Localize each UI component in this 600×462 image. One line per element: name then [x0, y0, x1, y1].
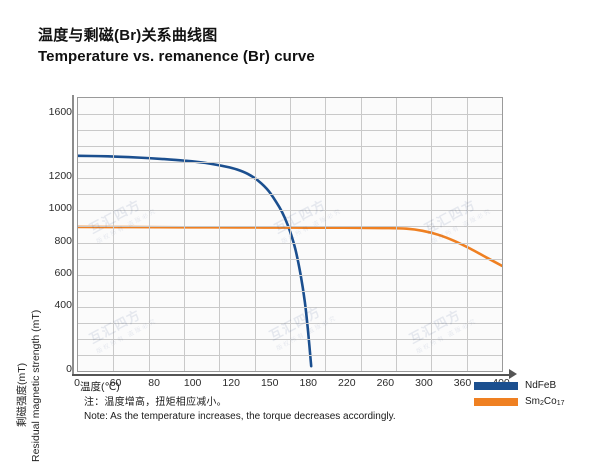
y-tick-label: 800 [54, 234, 72, 247]
chart-legend: NdFeB Sm2Co17 [474, 379, 565, 411]
legend-swatch-icon [474, 381, 518, 390]
gridline-horizontal [78, 242, 502, 244]
gridline-vertical [290, 98, 291, 371]
legend-swatch-icon [474, 397, 518, 406]
x-tick-label: 220 [338, 377, 356, 389]
gridline-vertical [254, 98, 256, 371]
y-axis-line [72, 95, 74, 376]
x-tick-label: 0 [74, 377, 80, 389]
y-tick-label: 1200 [48, 170, 72, 183]
chart-page: 温度与剩磁(Br)关系曲线图 Temperature vs. remanence… [0, 0, 565, 462]
page-title-cn: 温度与剩磁(Br)关系曲线图 [38, 27, 218, 44]
x-tick-label: 360 [453, 377, 472, 389]
gridline-vertical [466, 98, 468, 371]
x-tick-label: 300 [415, 377, 433, 389]
gridline-horizontal [78, 178, 502, 180]
y-axis-title-en: Residual magnetic strength (mT) [30, 309, 42, 462]
note-cn: 注：温度增高，扭矩相应减小。 [84, 397, 227, 408]
gridline-horizontal [78, 114, 502, 116]
page-title-en: Temperature vs. remanence (Br) curve [38, 48, 315, 65]
x-tick-label: 80 [148, 377, 160, 389]
gridline-horizontal [78, 162, 502, 164]
y-tick-labels: 1600 1200 1000 800 600 400 0 [22, 0, 72, 450]
gridline-horizontal [78, 274, 502, 276]
legend-label: Sm2Co17 [525, 396, 565, 407]
note-en: Note: As the temperature increases, the … [84, 411, 396, 422]
y-axis-title-cn: 剩磁强度(mT) [16, 362, 28, 427]
gridline-horizontal [78, 194, 502, 196]
title-block: 温度与剩磁(Br)关系曲线图 Temperature vs. remanence… [38, 26, 458, 67]
plot-area: 互汇四方 版权所有 盗版必究 互汇四方 版权所有 盗版必究 互汇四方 版权所有 盗版必究互… [77, 97, 503, 372]
gridline-vertical [360, 98, 362, 371]
x-axis-title: 温度(℃) [80, 381, 120, 393]
notes-block: 注：温度增高，扭矩相应减小。 Note: As the temperature … [84, 396, 396, 424]
gridline-horizontal [78, 146, 502, 148]
x-axis-line [72, 374, 512, 376]
y-tick-label: 1600 [48, 106, 72, 119]
gridline-vertical [325, 98, 327, 371]
gridline-horizontal [78, 290, 502, 292]
legend-item[interactable]: NdFeB [474, 379, 565, 392]
x-tick-label: 260 [376, 377, 395, 389]
x-tick-label: 150 [260, 377, 279, 389]
y-axis-title-group: 剩磁强度(mT) Residual magnetic strength (mT) [0, 97, 42, 462]
series-line-ndfeb [78, 154, 313, 368]
y-tick-label: 600 [54, 266, 72, 279]
gridline-horizontal [78, 130, 502, 132]
y-tick-label: 400 [54, 298, 72, 311]
legend-label: NdFeB [525, 380, 557, 391]
gridline-horizontal [78, 306, 502, 308]
gridline-vertical [184, 98, 185, 371]
x-tick-label: 100 [183, 377, 202, 389]
x-tick-label: 120 [222, 377, 240, 389]
y-tick-label: 1000 [48, 202, 72, 215]
gridline-horizontal [78, 354, 502, 356]
x-tick-label: 60 [109, 377, 122, 389]
gridline-vertical [431, 98, 433, 371]
gridline-horizontal [78, 226, 502, 228]
gridline-vertical [219, 98, 221, 371]
x-axis-arrow-icon [509, 369, 517, 379]
gridline-vertical [148, 98, 150, 371]
gridline-vertical [396, 98, 397, 371]
gridline-horizontal [78, 338, 502, 340]
x-tick-label: 180 [299, 377, 318, 389]
y-tick-label: 0 [66, 363, 72, 375]
gridline-vertical [113, 98, 115, 371]
gridline-horizontal [78, 258, 502, 260]
gridline-horizontal [78, 322, 502, 324]
legend-item[interactable]: Sm2Co17 [474, 395, 565, 408]
gridline-horizontal [78, 210, 502, 212]
